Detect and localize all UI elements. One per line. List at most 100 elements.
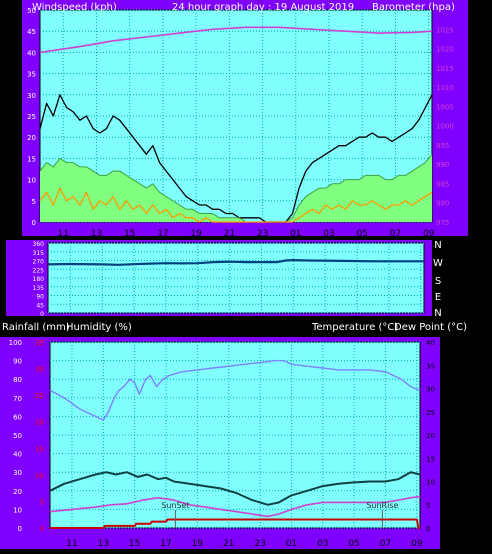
direction-y-tick: 135 [33,285,45,292]
rainfall-y-tick: 20 [35,419,44,427]
temp-x-tick: 17 [160,539,171,549]
wind-x-axis: 11 13 15 17 19 21 23 01 03 05 07 09 [58,229,435,239]
wind-baro-series [39,26,433,223]
humidity-y-tick: 20 [13,488,22,496]
temp-x-tick: 03 [317,539,328,549]
direction-y-tick: 180 [33,276,45,283]
temperature-y-tick: 30 [426,386,435,394]
wind-x-tick: 07 [390,229,401,239]
temperature-y-tick: 15 [426,455,435,463]
wind-average-line [39,153,433,223]
temp-x-tick: 01 [286,539,297,549]
humidity-axis-title: Humidity (%) [66,322,132,333]
dewpoint-line [49,495,421,518]
wind-x-tick: 21 [224,229,235,239]
barometer-axis-title: Barometer (hpa) [372,2,455,13]
compass-label: W [433,258,443,269]
direction-plot-area [47,242,425,314]
direction-series [47,259,424,266]
wind-y-tick: 20 [27,134,36,142]
graph-title: 24 hour graph day : 19 August 2019 [172,2,354,13]
barometer-line [39,26,433,54]
wind-low-line [39,187,433,223]
rainfall-y-tick: 30 [35,366,44,374]
wind-x-tick: 15 [124,229,135,239]
temp-x-tick: 09 [411,539,423,549]
baro-y-tick: 1000 [436,123,454,131]
temp-x-tick: 15 [129,539,140,549]
temp-x-tick: 05 [348,539,359,549]
humidity-line [49,359,421,421]
temp-x-tick: 11 [66,539,77,549]
temp-x-tick: 23 [254,539,265,549]
wind-x-tick: 03 [323,229,334,239]
wind-y-tick: 45 [27,28,36,36]
sunset-label: SunSet [161,501,189,510]
windspeed-axis-title: Windspeed (kph) [32,2,117,13]
temperature-y-tick: 40 [426,339,435,347]
humidity-y-tick: 60 [13,413,22,421]
wind-y-tick: 30 [27,92,36,100]
sun-annotations: SunSet SunRise [161,501,398,528]
humidity-y-tick: 30 [13,469,22,477]
humidity-y-tick: 50 [13,432,22,440]
direction-y-tick: 45 [36,302,44,309]
direction-y-tick: 0 [40,311,44,318]
wind-x-tick: 09 [423,229,435,239]
temp-grid [50,341,420,529]
baro-y-tick: 1015 [436,65,454,73]
temp-humidity-plot-area [49,341,421,529]
temperature-y-tick: 35 [426,362,435,370]
compass-label: N [434,308,441,319]
rainfall-y-tick: 35 [35,339,44,347]
rainfall-y-tick: 5 [40,498,44,506]
temp-x-tick: 21 [223,539,234,549]
humidity-y-tick: 80 [13,376,22,384]
temperature-line [49,471,421,506]
wind-average-area [40,154,432,222]
temperature-y-tick: 10 [426,479,435,487]
baro-y-tick: 990 [436,161,449,169]
wind-direction-line [47,259,424,266]
wind-x-tick: 13 [91,229,102,239]
baro-y-axis: 975 980 985 990 995 1000 1005 1010 1015 1020 1025 [436,26,454,227]
wind-x-tick: 11 [58,229,69,239]
temperature-y-tick: 25 [426,409,435,417]
rainfall-y-tick: 0 [40,525,44,533]
wind-x-tick: 19 [190,229,202,239]
rainfall-y-tick: 25 [35,392,44,400]
direction-y-tick: 315 [33,250,45,257]
humidity-y-tick: 10 [13,506,22,514]
wind-y-axis: 0 5 10 15 20 25 30 35 40 45 50 [27,7,36,227]
wind-y-tick: 5 [32,198,36,206]
baro-y-tick: 1005 [436,103,454,111]
humidity-y-tick: 70 [13,395,22,403]
rainfall-axis-title: Rainfall (mm) [2,322,70,333]
wind-x-tick: 23 [257,229,268,239]
wind-y-tick: 10 [27,177,36,185]
rainfall-y-tick: 15 [35,445,44,453]
humidity-y-tick: 40 [13,451,22,459]
baro-y-tick: 1025 [436,26,454,34]
baro-y-tick: 1020 [436,46,454,54]
compass-label: N [434,240,441,251]
wind-x-tick: 05 [357,229,368,239]
direction-y-tick: 225 [33,267,45,274]
humidity-y-tick: 100 [9,339,22,347]
compass-label: S [435,276,441,287]
baro-y-tick: 1010 [436,84,454,92]
temp-x-axis: 11 13 15 17 19 21 23 01 03 05 07 09 [66,539,423,549]
wind-y-tick: 50 [27,7,36,15]
wind-x-tick: 01 [290,229,301,239]
wind-y-tick: 35 [27,71,36,79]
wind-y-tick: 0 [32,219,36,227]
wind-y-tick: 15 [27,155,36,163]
wind-x-tick: 17 [157,229,168,239]
temperature-y-tick: 5 [426,502,430,510]
rainfall-y-axis: 0 5 10 15 20 25 30 35 [35,339,44,533]
temperature-y-axis: 0 5 10 15 20 25 30 35 40 [426,339,435,533]
